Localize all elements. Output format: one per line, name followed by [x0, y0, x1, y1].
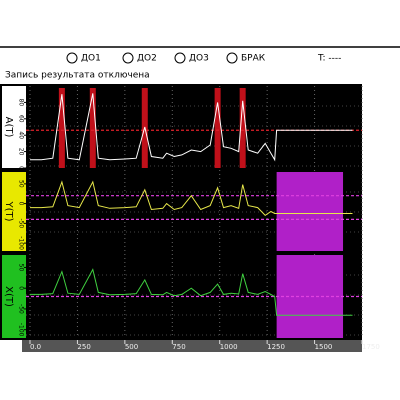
axis-strip — [2, 255, 26, 338]
y-tick-label: 0 — [18, 202, 25, 206]
radio[interactable] — [122, 52, 134, 64]
x-ruler — [22, 340, 362, 352]
y-tick-label: 40 — [18, 131, 25, 139]
status-text: Запись результата отключена — [5, 71, 150, 81]
x-tick-label: 500 — [125, 343, 138, 351]
axis-strip — [2, 86, 26, 168]
y-tick-label: 0 — [18, 166, 25, 170]
y-tick-label: 0 — [18, 286, 25, 290]
trace — [30, 180, 353, 217]
x-tick-label: 1500 — [315, 343, 333, 351]
x-tick-label: 0.0 — [30, 343, 41, 351]
y-tick-label: 80 — [18, 99, 25, 107]
radio-label: ДО2 — [137, 54, 157, 64]
panel-title: A(T) — [3, 117, 14, 138]
radio-label: ДО1 — [81, 54, 101, 64]
alarm-zone — [276, 172, 344, 251]
alarm-bar — [58, 88, 65, 168]
y-tick-label: -100 — [18, 236, 25, 250]
x-tick-label: 250 — [77, 343, 90, 351]
trace — [30, 268, 353, 316]
timer: T: ---- — [317, 54, 341, 64]
y-tick-label: 20 — [18, 148, 25, 156]
radio-label: ДО3 — [189, 54, 209, 64]
x-tick-label: 750 — [172, 343, 185, 351]
y-tick-label: -50 — [18, 304, 25, 314]
alarm-bar — [239, 88, 246, 168]
panel-title: X(T) — [3, 286, 14, 307]
radio[interactable] — [174, 52, 186, 64]
y-tick-label: 60 — [18, 115, 25, 123]
y-tick-label: -50 — [18, 218, 25, 228]
x-tick-label: 1250 — [267, 343, 285, 351]
y-tick-label: 50 — [18, 180, 25, 188]
x-tick-label: 1750 — [362, 343, 380, 351]
axis-strip — [2, 172, 26, 251]
radio[interactable] — [226, 52, 238, 64]
radio-label: БРАК — [241, 54, 266, 64]
trace — [30, 93, 353, 162]
x-tick-label: 1000 — [220, 343, 238, 351]
radio[interactable] — [66, 52, 78, 64]
alarm-bar — [89, 88, 96, 168]
panel-title: Y(T) — [3, 200, 14, 221]
y-tick-label: 50 — [18, 264, 25, 272]
alarm-bar — [214, 88, 221, 168]
y-tick-label: -100 — [18, 323, 25, 337]
